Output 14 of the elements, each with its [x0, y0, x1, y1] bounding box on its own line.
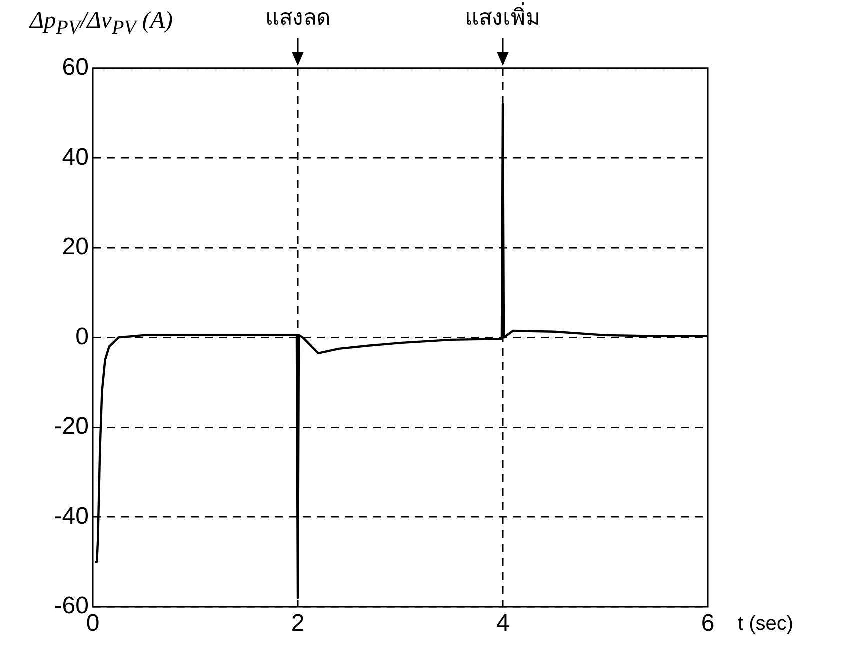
- y-tick-label: -40: [54, 502, 89, 530]
- y-tick-label: -60: [54, 592, 89, 620]
- y-tick-label: 40: [62, 144, 89, 171]
- y-tick-label: 0: [76, 323, 89, 350]
- x-axis-title: t (sec): [738, 613, 794, 636]
- x-tick-label: 4: [496, 610, 510, 638]
- x-tick-label: 6: [701, 610, 715, 638]
- y-tick-label: -20: [54, 413, 89, 440]
- y-tick-label: 20: [62, 234, 89, 261]
- y-tick-label: 60: [62, 54, 89, 82]
- x-tick-label: 2: [291, 610, 305, 638]
- ref-line-label: แสงเพิ่ม: [464, 2, 542, 33]
- y-axis-title: Δp$_{PV}$/Δv$_{PV}$ (A): [30, 8, 174, 40]
- ref-line-label: แสงลด: [264, 5, 332, 33]
